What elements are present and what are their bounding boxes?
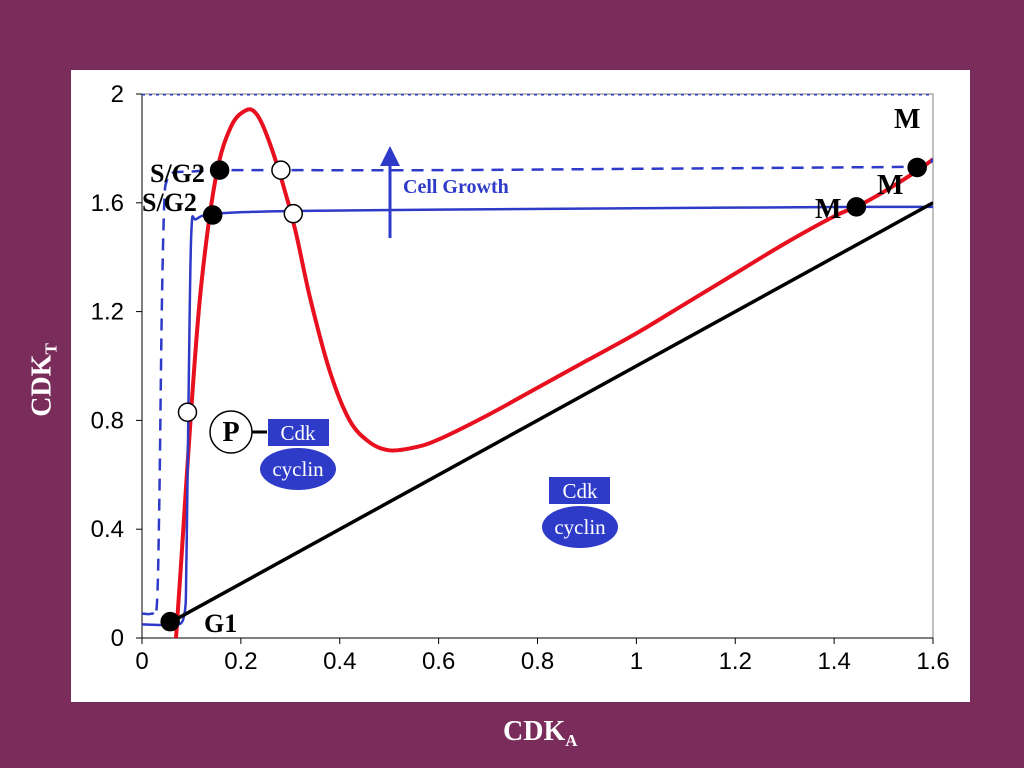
cell-growth-arrowhead [380, 146, 400, 166]
cdk-a-nullcline-dashed [142, 158, 933, 618]
x-tick-label: 0.4 [323, 648, 356, 675]
cdk-label-left: Cdk [280, 421, 316, 445]
label-m-top: M [894, 104, 920, 135]
x-tick-label: 1.4 [817, 648, 850, 675]
x-tick-label: 1.2 [719, 648, 752, 675]
y-axis-title-text: CDK [26, 354, 58, 417]
x-tick-label: 0 [135, 648, 148, 675]
cdk-label-right: Cdk [562, 479, 598, 503]
plot-area-border [141, 93, 934, 639]
x-tick-label: 0.2 [224, 648, 257, 675]
cdk-t-nullcline-red [173, 107, 933, 638]
x-axis-title-subscript: A [565, 731, 578, 750]
y-tick-label: 0 [111, 625, 124, 652]
y-tick-label: 0.8 [91, 407, 124, 434]
y-tick-label: 1.6 [91, 190, 124, 217]
y-axis-title: CDKT [27, 343, 62, 417]
cyclin-label-right: cyclin [554, 515, 606, 539]
x-tick-label: 0.8 [521, 648, 554, 675]
cdk-box-left [268, 419, 329, 446]
steady-state-point-stable [160, 611, 180, 632]
cdk-box-right [549, 477, 610, 504]
phase-plane-chart: 0 0.2 0.4 0.6 0.8 1 1.2 1.4 1.6 0 0.4 0.8 1.2 1.6 2 Ce… [91, 81, 950, 675]
y-tick-label: 0.4 [91, 516, 124, 543]
label-s-g2-lower: S/G2 [142, 188, 197, 217]
steady-state-point-stable [209, 160, 230, 180]
x-tick-label: 1.6 [916, 648, 949, 675]
y-tick-label: 2 [111, 81, 124, 108]
steady-state-point-stable [907, 157, 927, 178]
y-axis-title-subscript: T [41, 343, 61, 355]
label-s-g2-upper: S/G2 [150, 159, 205, 188]
x-axis-title-text: CDK [503, 716, 566, 747]
label-g1: G1 [204, 609, 237, 638]
label-m-mid: M [815, 194, 841, 225]
steady-state-point-stable [846, 197, 867, 217]
steady-state-point-unstable [283, 203, 304, 224]
x-tick-label: 1 [630, 648, 643, 675]
steady-state-point-stable [202, 205, 223, 225]
label-m-right: M [877, 170, 903, 201]
cyclin-ellipse-right [542, 506, 618, 548]
cyclin-ellipse-left [260, 448, 336, 490]
p-badge-label: P [222, 417, 239, 448]
plot-frame: 0 0.2 0.4 0.6 0.8 1 1.2 1.4 1.6 0 0.4 0.8 1.2 1.6 2 Ce… [71, 70, 970, 702]
diagonal-line [170, 201, 933, 624]
cyclin-label-left: cyclin [272, 457, 324, 481]
steady-state-point-unstable [271, 160, 291, 180]
cell-growth-label: Cell Growth [403, 176, 509, 198]
y-tick-label: 1.2 [91, 299, 124, 326]
steady-state-point-unstable [177, 402, 198, 422]
x-axis-title: CDKA [503, 716, 578, 751]
x-tick-label: 0.6 [422, 648, 455, 675]
